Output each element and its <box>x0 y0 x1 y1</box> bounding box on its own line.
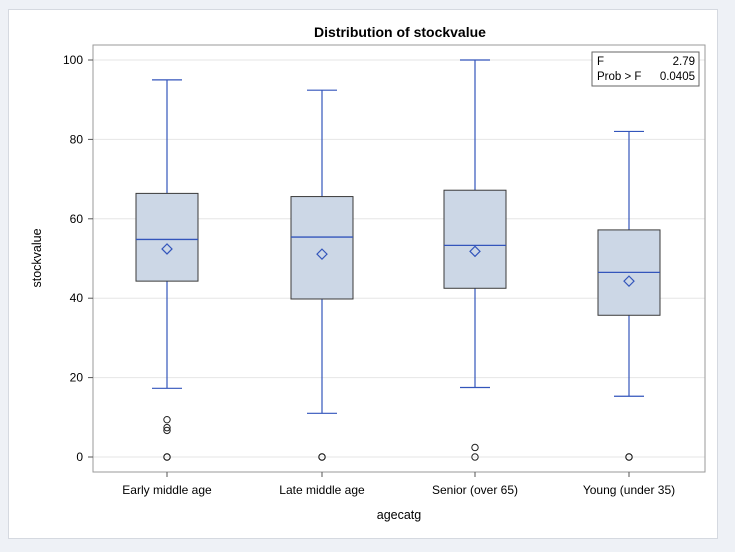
mean-marker <box>161 243 173 255</box>
inset-label-prob: Prob > F <box>597 71 641 83</box>
iqr-box <box>290 196 354 300</box>
y-tick-label: 40 <box>70 291 84 305</box>
y-tick-label: 0 <box>76 450 83 464</box>
x-tick-label: Late middle age <box>279 483 365 497</box>
iqr-box <box>135 192 199 282</box>
mean-marker <box>316 248 328 260</box>
x-tick-label: Early middle age <box>122 483 212 497</box>
outlier-point <box>625 453 633 461</box>
box-group <box>290 89 354 461</box>
y-tick-label: 60 <box>70 212 84 226</box>
box-group <box>597 130 661 461</box>
inset-value-f: 2.79 <box>673 56 695 68</box>
outlier-point <box>163 423 171 432</box>
outlier-point <box>163 426 171 435</box>
chart-title: Distribution of stockvalue <box>314 24 486 40</box>
mean-marker <box>623 275 635 287</box>
y-tick-label: 80 <box>70 132 84 146</box>
outlier-point <box>163 415 171 424</box>
inset-value-prob: 0.0405 <box>660 71 695 83</box>
box-group <box>135 79 199 461</box>
outlier-point <box>163 453 171 461</box>
outlier-point <box>471 453 479 461</box>
y-axis-label: stockvalue <box>30 228 44 287</box>
x-axis-label: agecatg <box>377 508 422 522</box>
box-series <box>135 59 661 461</box>
box-group <box>443 59 507 461</box>
inset-label-f: F <box>597 56 604 68</box>
plot-area <box>92 44 706 473</box>
x-axis-ticks: Early middle age Late middle age Senior (o… <box>122 472 675 497</box>
x-tick-label: Young (under 35) <box>583 483 675 497</box>
y-tick-label: 100 <box>63 53 83 67</box>
outlier-point <box>471 443 479 452</box>
iqr-box <box>443 189 507 289</box>
y-axis-ticks: 0 20 40 60 80 100 <box>63 53 93 464</box>
outlier-point <box>318 453 326 461</box>
mean-marker <box>469 245 481 258</box>
f-test-inset: F 2.79 Prob > F 0.0405 <box>591 51 700 87</box>
x-tick-label: Senior (over 65) <box>432 483 518 497</box>
y-tick-label: 20 <box>70 371 84 385</box>
